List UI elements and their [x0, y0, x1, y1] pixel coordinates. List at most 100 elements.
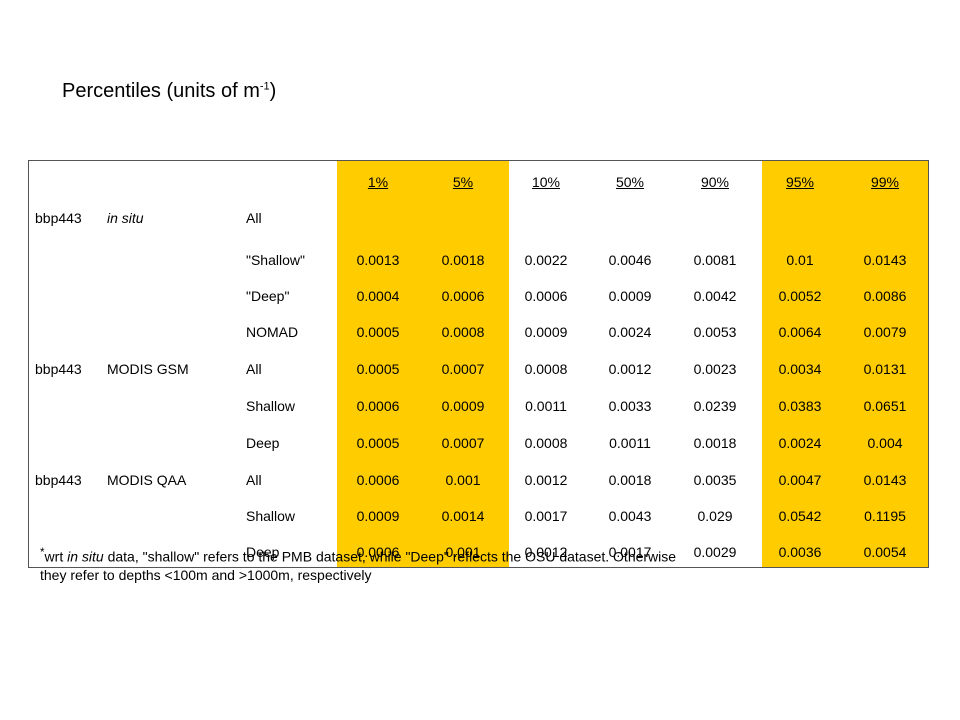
- table-cell-value: 0.0007: [441, 435, 485, 451]
- column-header: 95%: [785, 174, 815, 190]
- column-header: 90%: [700, 174, 730, 190]
- table-cell-value: 0.0005: [356, 435, 400, 451]
- table-cell-value: 0.0006: [441, 288, 485, 304]
- column-header: 50%: [615, 174, 645, 190]
- table-cell-value: 0.0035: [693, 472, 737, 488]
- table-cell-value: 0.0033: [608, 398, 652, 414]
- table-cell-value: 0.001: [445, 472, 481, 488]
- table-cell-value: 0.1195: [864, 508, 906, 524]
- table-cell-value: 0.0017: [608, 544, 652, 560]
- table-cell-value: 0.029: [697, 508, 733, 524]
- row-parameter: bbp443: [35, 361, 82, 377]
- table-cell-value: 0.0047: [778, 472, 822, 488]
- table-cell-value: 0.0012: [524, 544, 568, 560]
- table-cell-value: 0.0024: [778, 435, 822, 451]
- table-cell-value: 0.0013: [356, 252, 400, 268]
- row-subset: "Shallow": [246, 252, 305, 268]
- table-cell-value: 0.0383: [778, 398, 822, 414]
- title-text: Percentiles (units of m: [62, 80, 260, 102]
- table-cell-value: 0.0012: [608, 361, 652, 377]
- footnote-marker: *: [40, 546, 45, 559]
- row-parameter: bbp443: [35, 472, 82, 488]
- highlight-columns-left: [337, 161, 509, 567]
- table-cell-value: 0.0006: [524, 288, 568, 304]
- table-cell-value: 0.0034: [778, 361, 822, 377]
- table-cell-value: 0.0007: [441, 361, 485, 377]
- highlight-columns-right: [762, 161, 928, 567]
- table-cell-value: 0.0006: [356, 472, 400, 488]
- table-cell-value: 0.0054: [863, 544, 907, 560]
- row-source: in situ: [107, 210, 144, 226]
- table-cell-value: 0.0011: [609, 435, 651, 451]
- footnote-italic: in situ: [67, 548, 104, 565]
- table-cell-value: 0.0005: [356, 361, 400, 377]
- table-cell-value: 0.0024: [608, 324, 652, 340]
- table-cell-value: 0.0009: [608, 288, 652, 304]
- table-cell-value: 0.0239: [693, 398, 737, 414]
- table-cell-value: 0.0029: [693, 544, 737, 560]
- table-cell-value: 0.0542: [778, 508, 822, 524]
- table-cell-value: 0.0064: [778, 324, 822, 340]
- table-cell-value: 0.001: [445, 544, 481, 560]
- table-cell-value: 0.0008: [524, 361, 568, 377]
- table-cell-value: 0.004: [867, 435, 903, 451]
- column-header: 1%: [367, 174, 389, 190]
- row-subset: Shallow: [246, 508, 296, 524]
- footnote-line-1: *wrt in situ data, "shallow" refers to t…: [40, 544, 676, 566]
- table-cell-value: 0.0018: [693, 435, 737, 451]
- row-subset: All: [246, 210, 262, 226]
- row-subset: Deep: [246, 435, 280, 451]
- table-cell-value: 0.0006: [356, 544, 400, 560]
- table-cell-value: 0.0036: [778, 544, 822, 560]
- table-cell-value: 0.0017: [524, 508, 568, 524]
- table-cell-value: 0.0143: [863, 252, 907, 268]
- title-suffix: ): [269, 80, 277, 102]
- table-cell-value: 0.0009: [356, 508, 400, 524]
- footnote-rest: data, "shallow" refers to the PMB datase…: [103, 548, 677, 565]
- row-subset: All: [246, 472, 262, 488]
- table-cell-value: 0.0046: [608, 252, 652, 268]
- table-cell-value: 0.0004: [356, 288, 400, 304]
- title-superscript: -1: [259, 80, 270, 93]
- table-cell-value: 0.0008: [441, 324, 485, 340]
- table-cell-value: 0.0008: [524, 435, 568, 451]
- table-cell-value: 0.0023: [693, 361, 737, 377]
- table-cell-value: 0.0012: [524, 472, 568, 488]
- row-subset: "Deep": [246, 288, 290, 304]
- table-cell-value: 0.0131: [863, 361, 907, 377]
- row-subset: Deep: [246, 544, 280, 560]
- row-parameter: bbp443: [35, 210, 82, 226]
- row-source: MODIS GSM: [107, 361, 189, 377]
- row-source: MODIS QAA: [107, 472, 187, 488]
- page-title: Percentiles (units of m-1): [62, 80, 276, 103]
- table-cell-value: 0.0043: [608, 508, 652, 524]
- column-header: 99%: [870, 174, 900, 190]
- footnote-prefix: wrt: [44, 548, 68, 565]
- table-cell-value: 0.0052: [778, 288, 822, 304]
- table-cell-value: 0.01: [786, 252, 814, 268]
- row-subset: Shallow: [246, 398, 296, 414]
- footnote-line-2: they refer to depths <100m and >1000m, r…: [40, 566, 372, 583]
- footnote: *wrt in situ data, "shallow" refers to t…: [40, 544, 676, 584]
- table-cell-value: 0.0081: [693, 252, 737, 268]
- table-cell-value: 0.0011: [525, 398, 567, 414]
- table-cell-value: 0.0009: [441, 398, 485, 414]
- table-cell-value: 0.0018: [608, 472, 652, 488]
- table-cell-value: 0.0022: [524, 252, 568, 268]
- table-cell-value: 0.0006: [356, 398, 400, 414]
- table-cell-value: 0.0042: [693, 288, 737, 304]
- table-cell-value: 0.0086: [863, 288, 907, 304]
- table-cell-value: 0.0651: [863, 398, 907, 414]
- column-header: 10%: [531, 174, 561, 190]
- table-cell-value: 0.0079: [863, 324, 907, 340]
- row-subset: NOMAD: [246, 324, 299, 340]
- table-cell-value: 0.0009: [524, 324, 568, 340]
- percentile-table-frame: [28, 160, 929, 568]
- table-cell-value: 0.0014: [441, 508, 485, 524]
- row-subset: All: [246, 361, 262, 377]
- table-cell-value: 0.0005: [356, 324, 400, 340]
- table-cell-value: 0.0018: [441, 252, 485, 268]
- column-header: 5%: [452, 174, 474, 190]
- table-cell-value: 0.0053: [693, 324, 737, 340]
- table-cell-value: 0.0143: [863, 472, 907, 488]
